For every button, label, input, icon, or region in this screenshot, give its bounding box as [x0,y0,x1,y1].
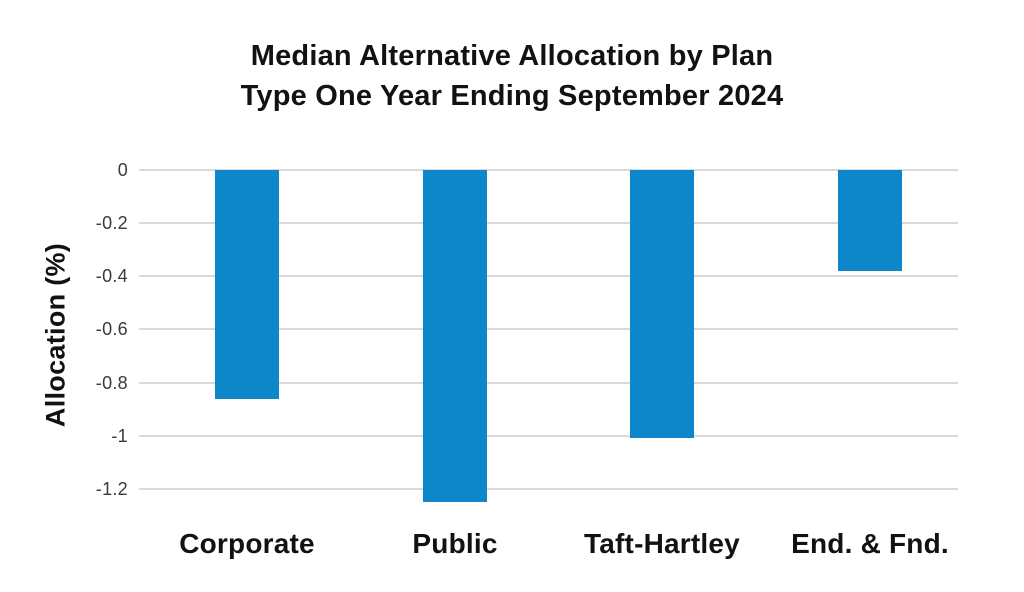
bar-taft-hartley [630,170,694,438]
x-category-label: Taft-Hartley [584,528,740,559]
x-category-label: Corporate [179,528,315,559]
y-tick-label: 0 [117,160,128,180]
chart-title: Median Alternative Allocation by Plan Ty… [0,36,1024,116]
y-tick-label: -1.2 [95,479,128,499]
bar-end-fnd [838,170,902,271]
x-category-label: Public [412,528,498,559]
y-tick-label: -0.2 [95,213,128,233]
gridline [139,222,958,224]
y-tick-label: -0.6 [95,319,128,339]
y-tick-label: -1 [111,426,128,446]
bar-public [423,170,487,502]
y-tick-label: -0.8 [95,373,128,393]
gridline [139,169,958,171]
y-tick-label: -0.4 [95,266,128,286]
chart-title-line1: Median Alternative Allocation by Plan [250,40,774,72]
gridline [139,435,958,437]
bar-corporate [215,170,279,399]
gridline [139,382,958,384]
chart-title-line2: Type One Year Ending September 2024 [240,80,784,112]
x-category-label: End. & Fnd. [791,528,949,559]
gridline [139,488,958,490]
gridline [139,275,958,277]
gridline [139,328,958,330]
plot-area [139,169,958,506]
